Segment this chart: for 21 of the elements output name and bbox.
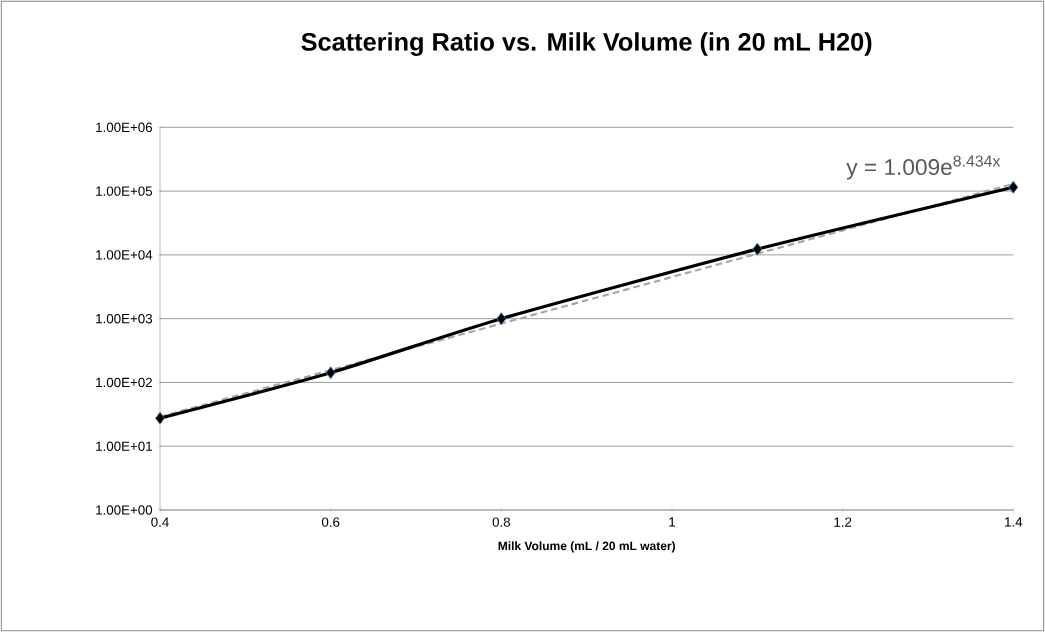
y-tick-label: 1.00E+06 [96, 122, 153, 133]
point [1008, 180, 1019, 194]
y-tick-label: 1.00E+05 [96, 186, 153, 196]
x-tick-label: 0.6 [321, 517, 340, 527]
x-tick-label: 1.2 [834, 517, 852, 527]
x-tick-label: 0.4 [151, 517, 169, 527]
x-tick-label: 1.4 [1005, 517, 1023, 527]
y-tick-label: 1.00E+01 [96, 441, 152, 451]
y-tick-label: 1.00E+02 [96, 377, 152, 388]
x-tick-label: 0.8 [492, 517, 511, 527]
annotation: y = 1.009e$^{8.434x}$ [846, 155, 1001, 180]
y-tick-label: 1.00E+00 [96, 505, 153, 515]
point [325, 366, 336, 380]
y-tick-label: 1.00E+04 [96, 250, 153, 260]
y-tick-label: 1.00E+03 [96, 313, 153, 324]
point [752, 242, 763, 256]
chart-title: Scattering Ratio vs. Milk Volume (in 20 mL H20) [301, 32, 872, 56]
point [496, 312, 507, 326]
x-tick-label: 1 [669, 517, 676, 527]
point [155, 411, 165, 425]
x-axis-title: Milk Volume (mL / 20 mL water) [498, 541, 675, 553]
